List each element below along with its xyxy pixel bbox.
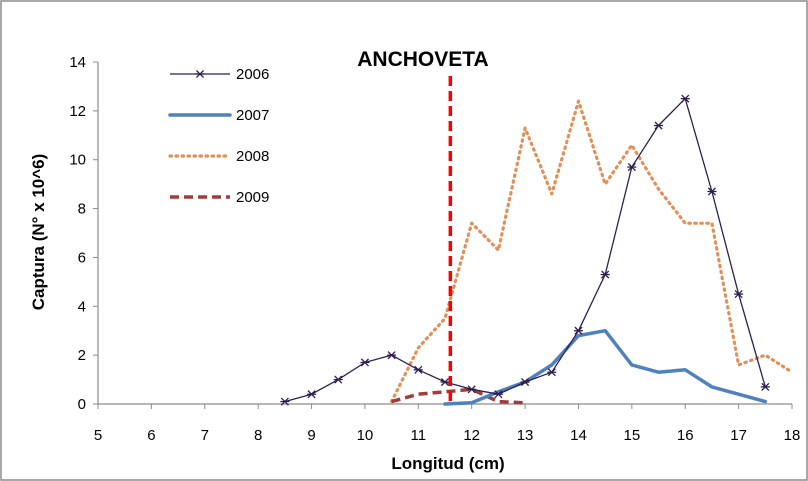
y-tick-label: 6 bbox=[78, 249, 86, 266]
legend-item-2006: 2006 bbox=[170, 66, 269, 83]
x-tick-label: 11 bbox=[411, 427, 427, 444]
x-tick-label: 14 bbox=[570, 427, 587, 444]
series-point bbox=[387, 351, 397, 360]
series-point bbox=[654, 121, 664, 130]
series-point bbox=[627, 162, 637, 172]
y-tick-label: 0 bbox=[78, 396, 86, 413]
series-point bbox=[360, 358, 370, 367]
y-tick-label: 12 bbox=[69, 103, 86, 120]
legend-label: 2009 bbox=[236, 189, 269, 206]
series-point bbox=[734, 290, 744, 299]
x-tick-label: 5 bbox=[94, 427, 102, 444]
x-axis-ticks: 5 6 7 8 9 10 11 12 13 14 15 16 17 18 bbox=[94, 404, 801, 444]
x-tick-label: 17 bbox=[730, 427, 747, 444]
legend: 2006 2007 2008 2009 bbox=[168, 66, 269, 206]
legend-item-2009: 2009 bbox=[170, 189, 269, 206]
chart-title: ANCHOVETA bbox=[357, 48, 488, 71]
x-tick-label: 16 bbox=[677, 427, 694, 444]
series-point bbox=[680, 94, 690, 103]
y-tick-label: 10 bbox=[69, 152, 86, 169]
series-point bbox=[440, 377, 450, 387]
x-tick-label: 9 bbox=[307, 427, 315, 444]
x-tick-label: 6 bbox=[147, 427, 155, 444]
x-tick-label: 18 bbox=[784, 427, 801, 444]
x-tick-label: 12 bbox=[463, 427, 480, 444]
series-point bbox=[760, 382, 770, 391]
series-point bbox=[333, 375, 343, 384]
x-tick-label: 13 bbox=[517, 427, 534, 444]
series-point bbox=[600, 270, 610, 279]
series-point bbox=[707, 187, 717, 196]
series-point bbox=[493, 390, 503, 399]
series-point bbox=[195, 69, 205, 79]
x-tick-label: 7 bbox=[201, 427, 209, 444]
legend-label: 2006 bbox=[236, 66, 269, 83]
x-tick-label: 15 bbox=[624, 427, 641, 444]
series-point bbox=[547, 368, 557, 377]
x-tick-label: 8 bbox=[254, 427, 262, 444]
series-point bbox=[467, 385, 477, 394]
y-tick-label: 8 bbox=[78, 201, 86, 218]
series-line-2008 bbox=[390, 99, 794, 404]
legend-item-2007: 2007 bbox=[168, 107, 269, 124]
series-point bbox=[280, 397, 290, 406]
legend-label: 2008 bbox=[236, 148, 269, 165]
series-point bbox=[307, 390, 317, 399]
y-tick-label: 2 bbox=[78, 347, 86, 364]
y-tick-label: 4 bbox=[78, 298, 86, 315]
series-point bbox=[573, 326, 583, 335]
x-axis-title: Longitud (cm) bbox=[391, 454, 504, 473]
y-axis-ticks: 0 2 4 6 8 10 12 14 bbox=[69, 54, 98, 413]
legend-label: 2007 bbox=[236, 107, 269, 124]
series-point bbox=[520, 377, 530, 387]
x-tick-label: 10 bbox=[357, 427, 374, 444]
series-point bbox=[413, 365, 423, 374]
y-tick-label: 14 bbox=[69, 54, 86, 71]
legend-item-2008: 2008 bbox=[168, 148, 269, 165]
y-axis-title: Captura (N° x 10^6) bbox=[29, 154, 48, 311]
series-layer bbox=[280, 76, 794, 406]
series-line-2009 bbox=[391, 387, 526, 405]
series-line-2007 bbox=[443, 328, 768, 406]
